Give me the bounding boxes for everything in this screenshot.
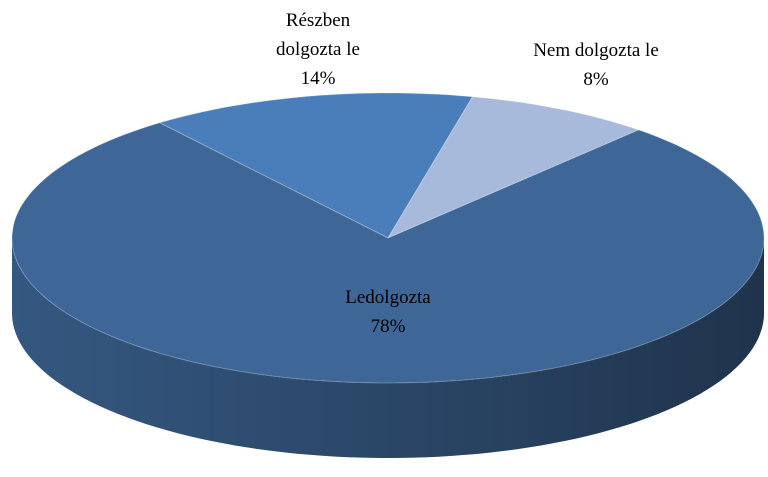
slice xyxy=(386,96,640,240)
value-label: 78% xyxy=(370,316,406,337)
slice xyxy=(158,92,474,239)
slice-label: Ledolgozta 78% xyxy=(288,283,488,341)
value-label: 14% xyxy=(300,68,336,89)
slice-label: Nem dolgozta le 8% xyxy=(496,36,696,94)
category-name: Részben dolgozta le xyxy=(276,10,360,60)
category-name: Ledolgozta xyxy=(345,287,431,308)
slice xyxy=(11,122,765,384)
slice-label: Részben dolgozta le 14% xyxy=(263,6,373,93)
slice-side-shade xyxy=(12,238,764,458)
value-label: 8% xyxy=(583,69,609,90)
category-name: Nem dolgozta le xyxy=(533,40,659,61)
